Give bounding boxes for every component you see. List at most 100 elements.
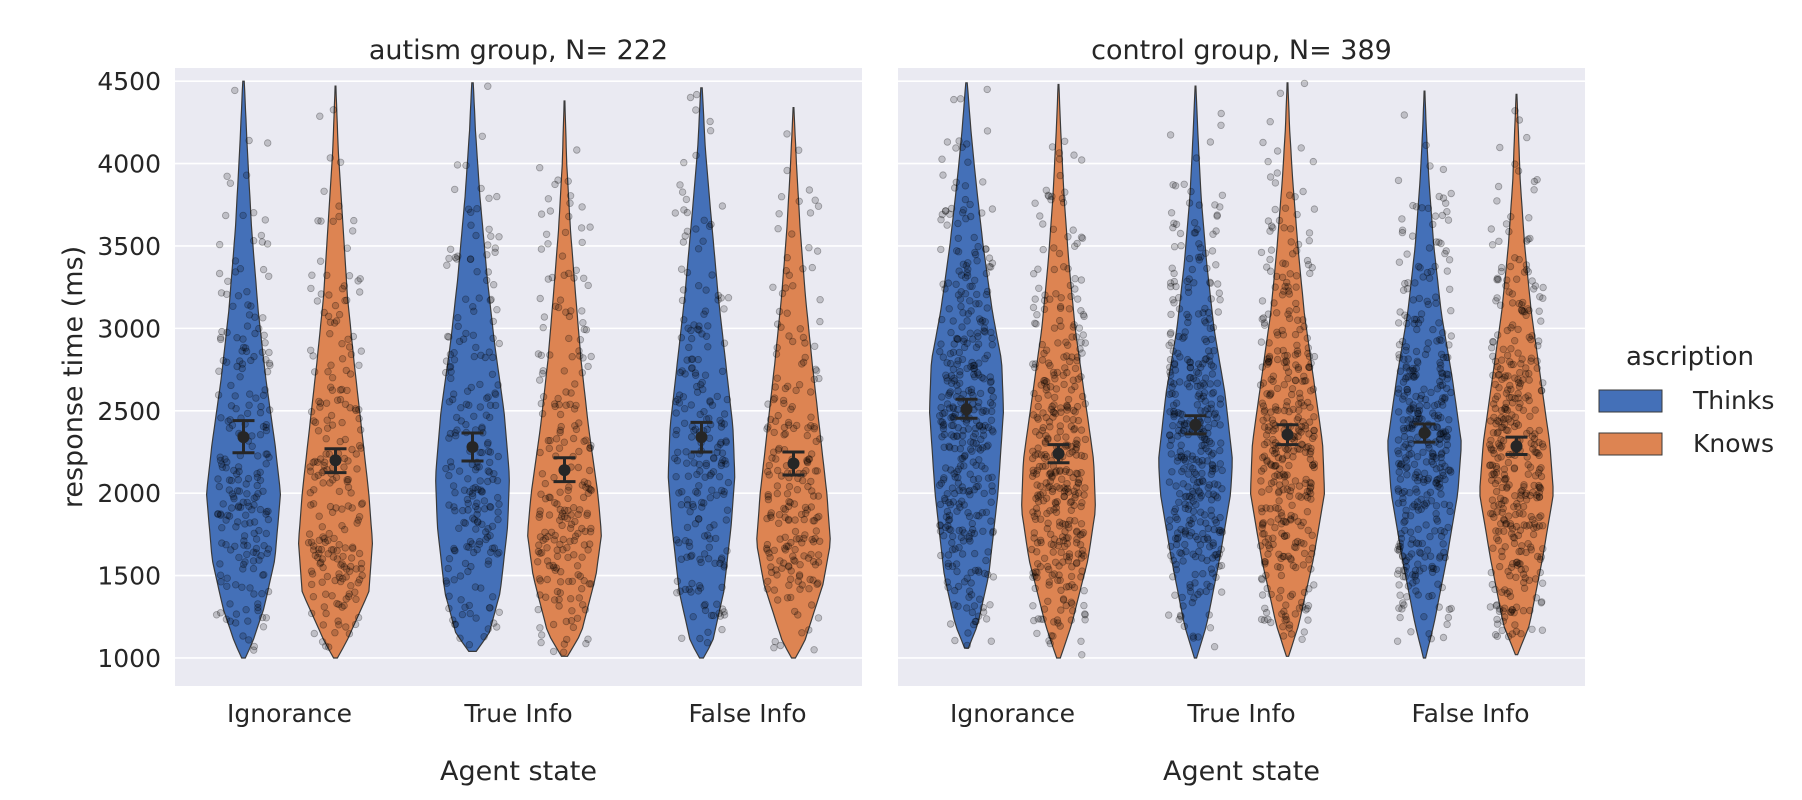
data-point	[443, 579, 451, 587]
data-point	[718, 554, 726, 562]
data-point	[716, 612, 725, 620]
data-point	[1292, 299, 1300, 308]
data-point	[1213, 212, 1221, 220]
data-point	[462, 329, 470, 338]
data-point	[975, 422, 984, 430]
data-point	[1198, 554, 1206, 562]
data-point	[1264, 357, 1273, 365]
data-point	[317, 558, 325, 567]
data-point	[565, 577, 573, 586]
data-point	[535, 575, 544, 583]
data-point	[538, 549, 546, 557]
data-point	[1204, 347, 1213, 355]
data-point	[766, 415, 775, 424]
data-point	[778, 564, 786, 572]
data-point	[721, 457, 729, 465]
data-point	[1064, 395, 1073, 404]
data-point	[766, 553, 774, 562]
data-point	[956, 462, 965, 470]
data-point	[1511, 492, 1519, 500]
data-point	[790, 500, 799, 508]
data-point	[1207, 496, 1216, 504]
data-point	[987, 498, 995, 506]
data-point	[1495, 562, 1504, 571]
data-point	[966, 297, 974, 305]
data-point	[335, 541, 343, 549]
data-point	[1032, 548, 1041, 556]
data-point	[955, 500, 963, 508]
data-point	[1056, 467, 1064, 476]
data-point	[1277, 520, 1286, 528]
data-point	[966, 491, 974, 499]
data-point	[474, 505, 482, 514]
data-point	[488, 522, 497, 530]
data-point	[1196, 382, 1205, 390]
data-point	[490, 281, 498, 289]
data-point	[451, 620, 459, 628]
data-point	[1280, 532, 1289, 540]
data-point	[1420, 385, 1428, 393]
data-point	[978, 462, 986, 470]
data-point	[943, 578, 951, 586]
data-point	[1216, 446, 1224, 455]
data-point	[1286, 225, 1295, 233]
data-point	[1273, 384, 1282, 393]
data-point	[1425, 274, 1434, 282]
data-point	[539, 367, 547, 375]
data-point	[450, 349, 458, 357]
data-point	[1185, 275, 1193, 283]
data-point	[939, 280, 947, 288]
data-point	[328, 386, 337, 394]
data-point	[495, 339, 503, 348]
data-point	[814, 551, 823, 559]
data-point	[584, 479, 592, 488]
data-point	[222, 290, 231, 298]
data-point	[478, 423, 486, 431]
data-point	[713, 392, 721, 401]
data-point	[1217, 121, 1225, 129]
data-point	[566, 199, 574, 207]
data-point	[975, 456, 983, 464]
data-point	[483, 394, 491, 402]
data-point	[1064, 520, 1072, 529]
data-point	[967, 388, 976, 397]
data-point	[1284, 368, 1293, 376]
data-point	[328, 592, 336, 600]
data-point	[813, 467, 821, 475]
data-point	[971, 617, 979, 626]
data-point	[978, 509, 986, 517]
data-point	[227, 402, 236, 410]
data-point	[252, 549, 260, 557]
data-point	[988, 487, 997, 495]
data-point	[262, 614, 270, 622]
data-point	[1422, 141, 1430, 149]
data-point	[1294, 363, 1302, 372]
panel-title: autism group, N= 222	[369, 35, 668, 66]
data-point	[539, 323, 547, 332]
data-point	[1403, 313, 1411, 322]
data-point	[1281, 282, 1289, 291]
data-point	[217, 414, 225, 422]
data-point	[1534, 469, 1543, 477]
data-point	[1411, 566, 1420, 575]
data-point	[1174, 426, 1183, 435]
data-point	[775, 210, 783, 218]
data-point	[1066, 281, 1075, 290]
data-point	[1062, 466, 1071, 474]
data-point	[961, 182, 970, 190]
data-point	[586, 540, 594, 548]
data-point	[1532, 448, 1541, 457]
data-point	[262, 529, 270, 538]
data-point	[976, 389, 985, 398]
data-point	[582, 326, 591, 334]
data-point	[1054, 339, 1062, 347]
data-point	[803, 456, 811, 465]
data-point	[474, 485, 482, 493]
data-point	[946, 388, 955, 396]
data-point	[796, 585, 804, 593]
data-point	[936, 347, 944, 356]
data-point	[239, 335, 247, 343]
data-point	[494, 381, 502, 389]
data-point	[706, 523, 714, 532]
